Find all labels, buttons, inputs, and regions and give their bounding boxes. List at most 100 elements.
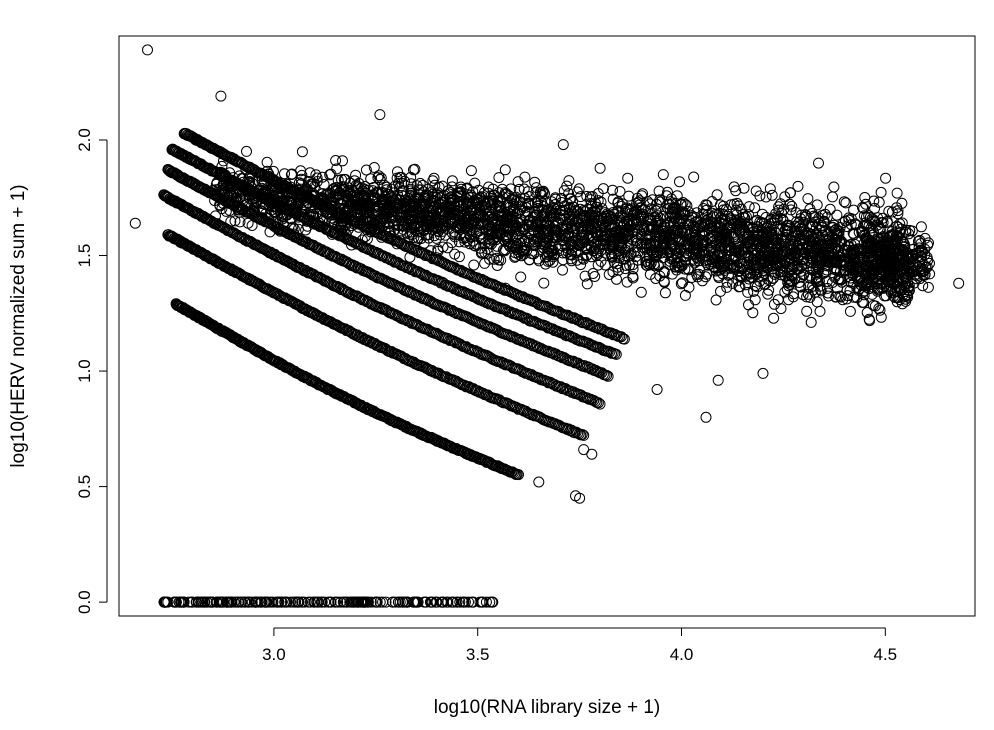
cloud-point-3569 [405, 171, 417, 183]
cloud-point-3801 [733, 281, 745, 293]
band5-point-2179 [618, 333, 630, 345]
zero-band-point-219 [242, 596, 254, 608]
cloud-point-3914 [224, 198, 236, 209]
zero-band-point-234 [304, 596, 316, 608]
cloud-point-4611 [807, 265, 819, 277]
zero-band-point-230 [221, 596, 233, 608]
cloud-point-4924 [425, 245, 437, 257]
cloud-point-4072 [420, 229, 432, 241]
cloud-point-4991 [474, 191, 486, 203]
cloud-point-2656 [473, 184, 485, 196]
band3-point-1435 [442, 303, 454, 315]
cloud-point-4226 [493, 201, 505, 213]
zero-band-point-106 [267, 596, 279, 608]
cloud-point-3116 [650, 273, 662, 284]
cloud-point-2474 [375, 172, 387, 184]
cloud-point-3625 [644, 259, 656, 271]
cloud-point-4961 [756, 208, 768, 220]
zero-band-point-243 [466, 596, 478, 608]
cloud-point-4959 [278, 211, 290, 222]
cloud-point-4932 [762, 288, 774, 300]
cloud-point-3662 [607, 266, 619, 278]
band1-point-891 [566, 424, 578, 436]
cloud-point-4784 [766, 189, 778, 201]
cloud-point-4658 [261, 165, 273, 177]
cloud-point-4936 [715, 261, 727, 273]
cloud-point-4945 [430, 206, 442, 217]
cloud-point-2559 [715, 285, 726, 297]
cloud-point-2862 [563, 175, 575, 187]
cloud-point-3950 [261, 156, 273, 168]
cloud-point-4921 [216, 167, 228, 179]
cloud-point-3740 [622, 172, 634, 184]
cloud-point-3859 [607, 184, 618, 196]
cloud-point-2959 [493, 172, 505, 184]
cloud-point-4597 [717, 200, 729, 212]
zero-band-point-208 [325, 596, 337, 608]
zero-band-point-259 [409, 596, 421, 608]
cloud-point-4340 [831, 209, 843, 221]
cloud-point-4655 [822, 287, 834, 299]
cloud-point-3759 [340, 206, 352, 217]
zero-band-point-231 [392, 596, 404, 608]
cloud-point-4486 [296, 169, 308, 181]
zero-band-point-189 [352, 596, 364, 608]
cloud-point-4445 [844, 285, 856, 297]
zero-band-point-249 [447, 596, 459, 608]
cloud-point-2652 [621, 276, 633, 288]
cloud-point-3252 [296, 146, 308, 158]
zero-band-point-153 [276, 596, 287, 608]
zero-band-point-195 [281, 596, 293, 608]
zero-band-point-10 [374, 596, 386, 608]
cloud-point-3971 [896, 217, 908, 229]
cloud-point-4964 [846, 250, 858, 262]
cloud-point-3248 [578, 253, 590, 265]
cloud-point-3295 [432, 245, 444, 257]
cloud-point-4599 [625, 248, 637, 259]
cloud-point-3420 [773, 201, 785, 213]
cloud-point-3828 [627, 259, 639, 271]
cloud-point-4771 [523, 235, 535, 246]
band5-point-2145 [565, 311, 577, 323]
cloud-point-4501 [665, 211, 676, 223]
cloud-point-3231 [368, 162, 380, 173]
cloud-point-4786 [599, 259, 611, 271]
cloud-point-4596 [571, 186, 583, 198]
cloud-point-2523 [743, 201, 755, 213]
cloud-point-3863 [658, 266, 670, 277]
cloud-point-4708 [671, 190, 683, 202]
cloud-point-4663 [515, 214, 527, 226]
cloud-point-2193 [634, 195, 646, 207]
cloud-point-2889 [499, 282, 511, 294]
cloud-point-4341 [873, 303, 885, 314]
band3-point-1522 [575, 359, 587, 371]
cloud-point-3680 [240, 164, 252, 176]
cloud-point-4489 [835, 291, 847, 303]
cloud-point-4610 [880, 172, 892, 184]
zero-band-point-257 [192, 596, 204, 608]
cloud-point-4808 [743, 273, 755, 285]
cloud-point-4791 [765, 239, 776, 251]
cloud-point-3128 [491, 260, 503, 271]
cloud-point-2734 [614, 186, 626, 197]
cloud-point-4836 [706, 207, 718, 219]
cloud-point-3061 [674, 176, 685, 188]
cloud-point-3058 [573, 183, 585, 195]
band3-point-1538 [601, 369, 613, 381]
cloud-point-4698 [433, 181, 445, 193]
cloud-point-4267 [361, 233, 373, 245]
cloud-point-4171 [800, 210, 812, 222]
cloud-point-4531 [886, 206, 898, 218]
cloud-point-4535 [725, 213, 736, 225]
cloud-point-4866 [478, 195, 490, 207]
cloud-point-4678 [500, 188, 512, 200]
cloud-point-4922 [809, 212, 821, 224]
cloud-point-4589 [392, 166, 403, 178]
cloud-point-4841 [454, 229, 466, 241]
cloud-point-4562 [677, 277, 688, 289]
cloud-point-4992 [619, 246, 631, 258]
cloud-point-3752 [519, 171, 531, 183]
zero-band-point-165 [362, 596, 374, 608]
zero-band-point-256 [360, 596, 372, 608]
zero-band-point-57 [463, 596, 474, 608]
